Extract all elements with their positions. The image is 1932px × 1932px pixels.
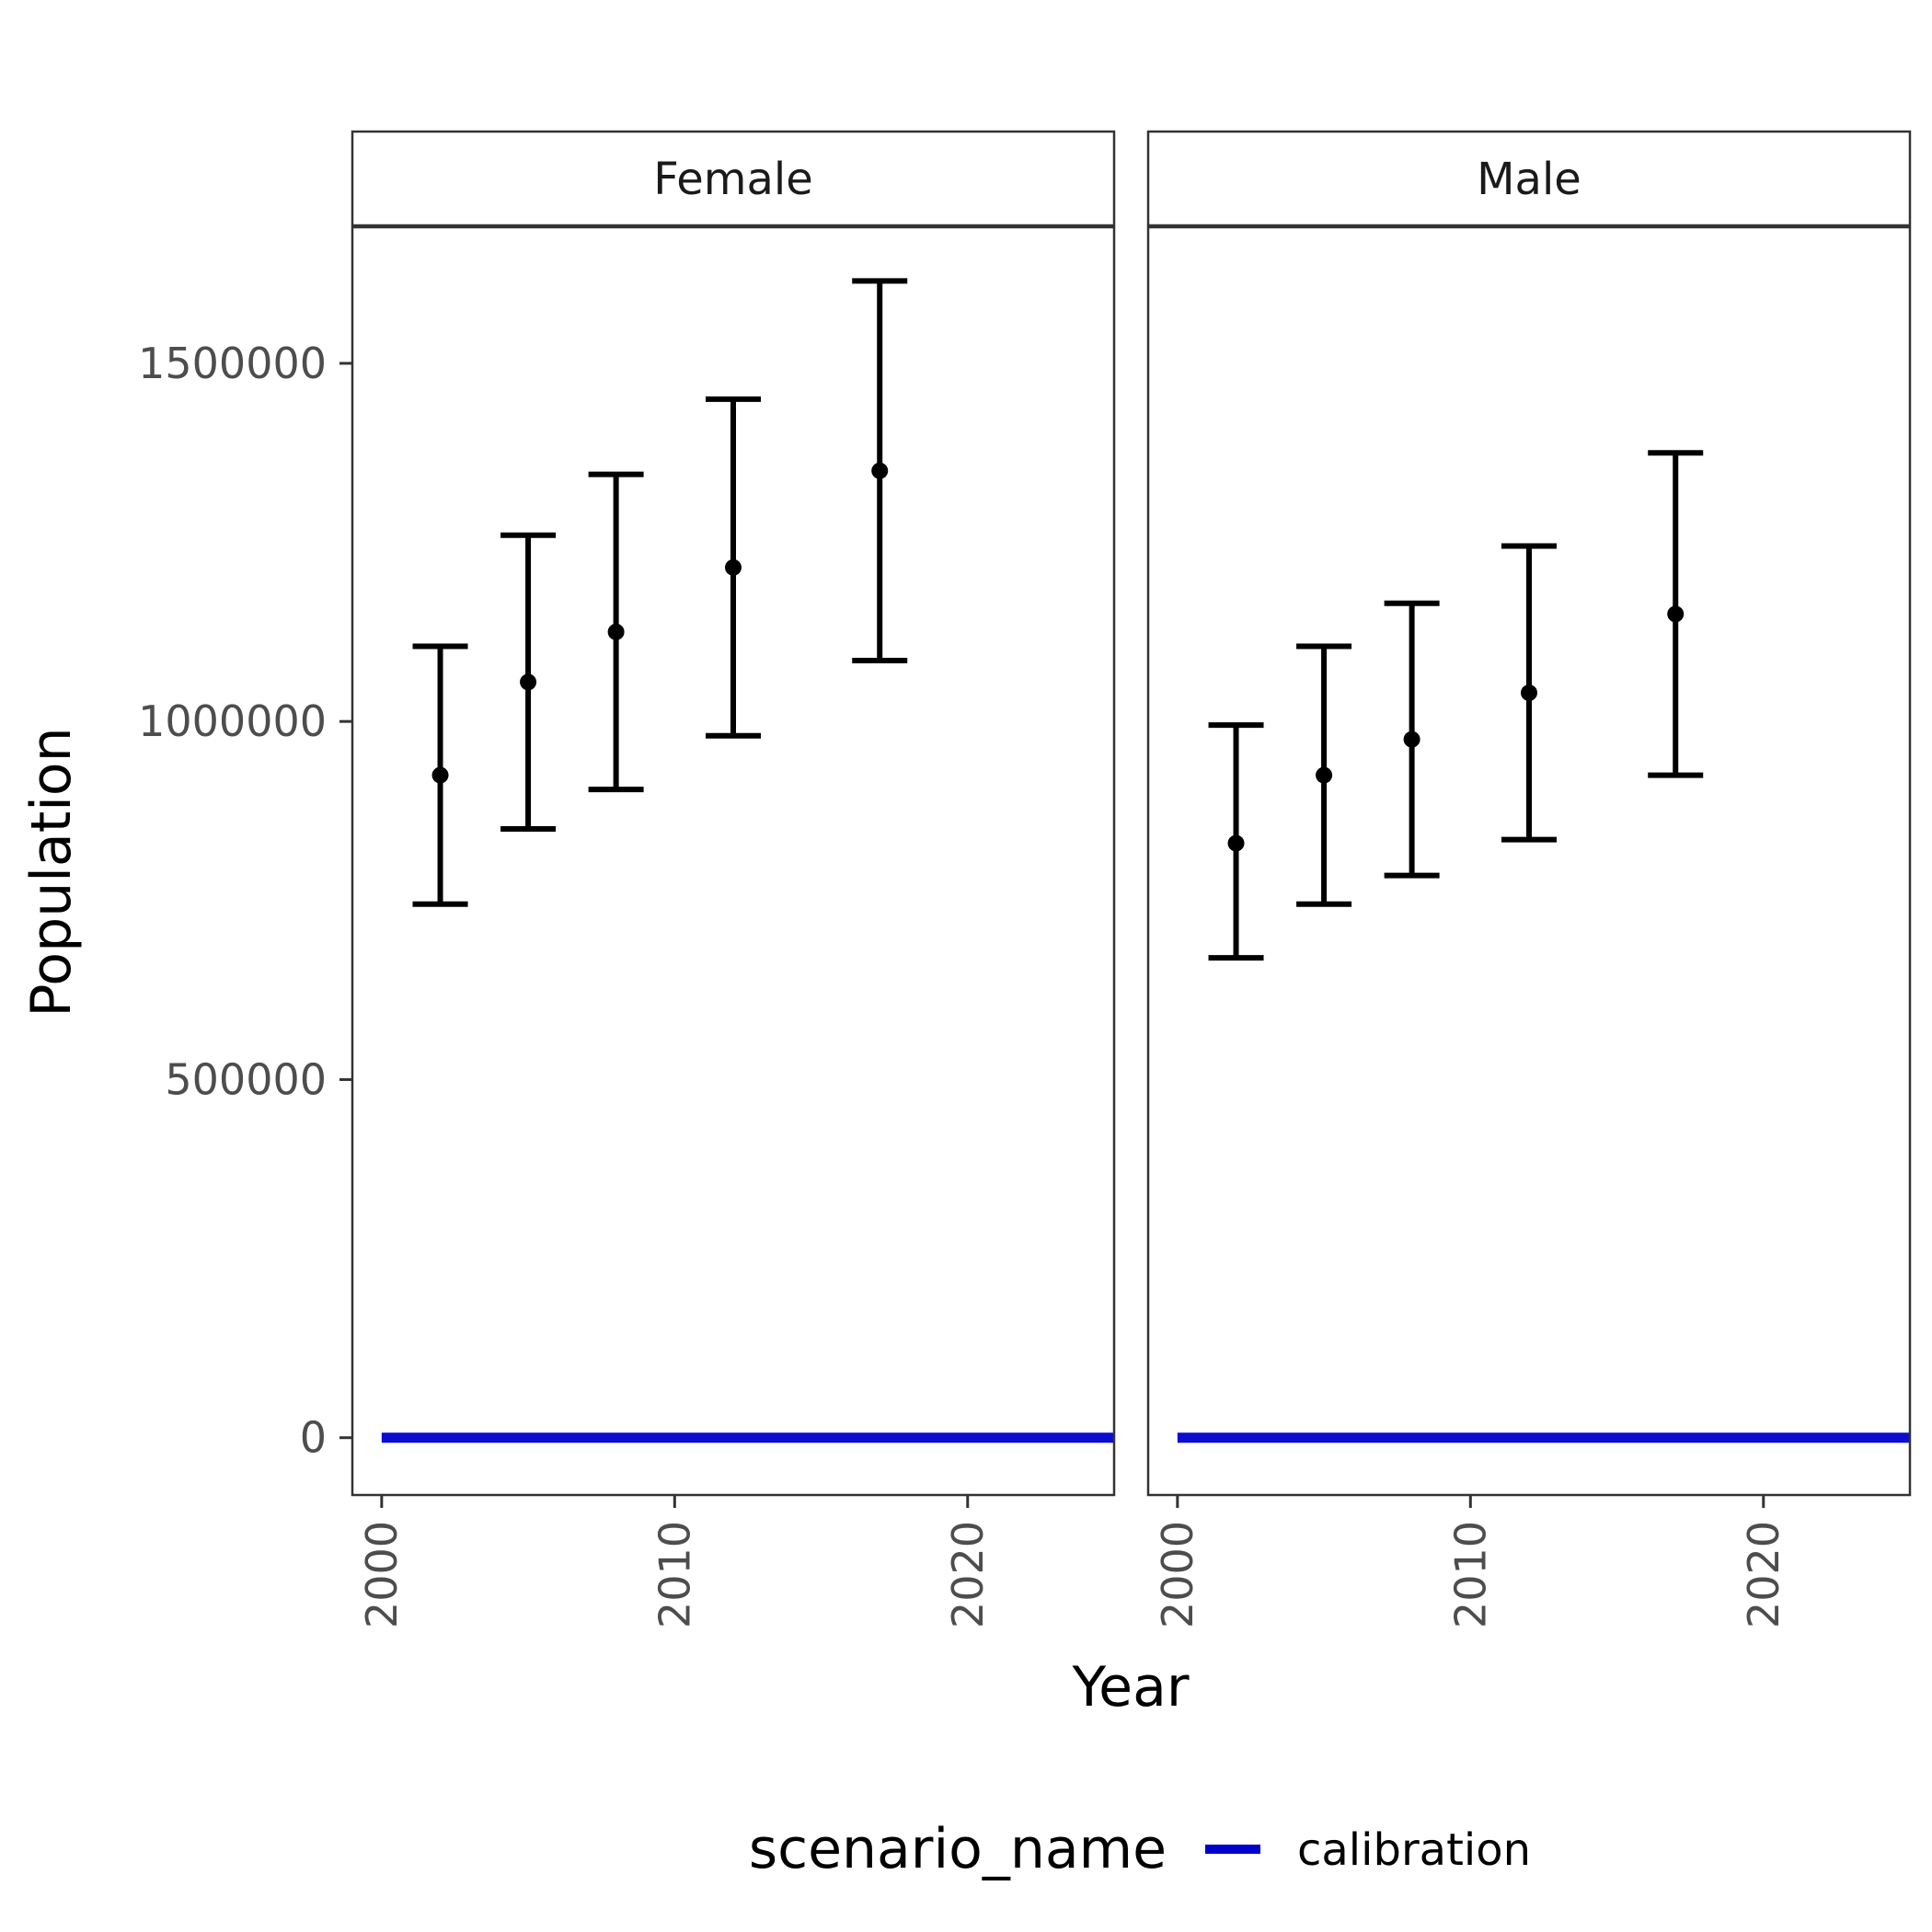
legend: scenario_name calibration xyxy=(749,1817,1531,1881)
errorbar-3 xyxy=(588,471,644,793)
data-point xyxy=(1521,684,1537,702)
facet-male: Male 2000 2010 2020 xyxy=(1146,130,1912,1628)
y-axis-title: Population xyxy=(19,727,84,1017)
errorbar-3 xyxy=(1384,600,1440,879)
errorbar-5 xyxy=(852,278,908,664)
data-point xyxy=(431,766,449,784)
errorbar-2 xyxy=(1296,643,1352,907)
x-tick-label: 2000 xyxy=(357,1521,407,1628)
errorbar-5 xyxy=(1648,450,1704,778)
panel-border xyxy=(1146,225,1912,1497)
data-point xyxy=(871,462,889,479)
panel-border xyxy=(351,225,1116,1497)
y-tick-label: 1500000 xyxy=(138,339,327,388)
data-point xyxy=(1667,605,1685,623)
strip-label-male: Male xyxy=(1477,154,1581,205)
legend-title: scenario_name xyxy=(749,1817,1167,1881)
facet-female: Female 2000 2010 2020 xyxy=(351,130,1116,1628)
x-tick-label: 2000 xyxy=(1153,1521,1202,1628)
data-point xyxy=(1316,766,1333,784)
errorbar-1 xyxy=(1208,722,1264,961)
x-tick-label: 2010 xyxy=(650,1521,699,1628)
strip-box xyxy=(1146,130,1912,227)
errorbar-1 xyxy=(412,643,468,907)
x-tick-label: 2020 xyxy=(943,1521,993,1628)
data-point xyxy=(607,623,625,640)
x-tick-label: 2010 xyxy=(1445,1521,1495,1628)
errorbar-4 xyxy=(1501,543,1557,843)
legend-label-calibration: calibration xyxy=(1297,1824,1531,1876)
data-point xyxy=(1403,730,1420,748)
y-tick-label: 0 xyxy=(300,1413,327,1463)
errorbar-2 xyxy=(500,532,557,832)
x-tick-label: 2020 xyxy=(1739,1521,1788,1628)
data-point xyxy=(1227,834,1245,852)
x-axis-title: Year xyxy=(1071,1655,1189,1719)
y-axis: 0 500000 1000000 1500000 xyxy=(138,339,352,1463)
data-point xyxy=(725,558,742,576)
facet-panels: Female 2000 2010 2020 Male 2000 2010 2020 xyxy=(351,130,1912,1628)
strip-box xyxy=(351,130,1116,227)
errorbar-4 xyxy=(706,396,761,739)
data-point xyxy=(520,673,537,691)
y-tick-label: 500000 xyxy=(165,1054,327,1104)
y-tick-label: 1000000 xyxy=(138,696,327,746)
strip-label-female: Female xyxy=(653,154,813,205)
